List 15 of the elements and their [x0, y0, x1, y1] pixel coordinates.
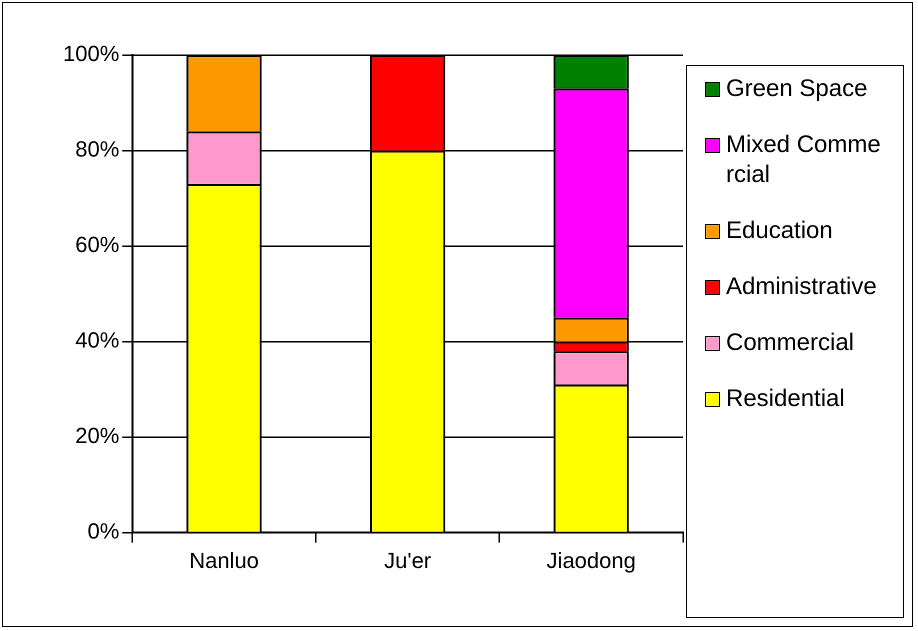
y-tick-label: 20%	[75, 423, 120, 448]
legend-label: Mixed Commercial	[726, 130, 882, 190]
x-tick-label: Nanluo	[189, 548, 259, 573]
y-tick-label: 40%	[75, 328, 120, 353]
y-tick-label: 80%	[75, 136, 120, 162]
x-tick-label: Jiaodong	[546, 548, 636, 573]
x-tick-label: Ju'er	[384, 548, 432, 573]
y-tick-label: 100%	[62, 41, 120, 66]
legend-label: Education	[726, 216, 834, 246]
legend-label: Administrative	[726, 272, 878, 302]
legend-label: Residential	[726, 384, 846, 414]
legend-label: Green Space	[726, 74, 868, 104]
y-tick-label: 0%	[87, 518, 120, 544]
legend-label: Commercial	[726, 328, 856, 358]
y-tick-label: 60%	[75, 232, 120, 258]
